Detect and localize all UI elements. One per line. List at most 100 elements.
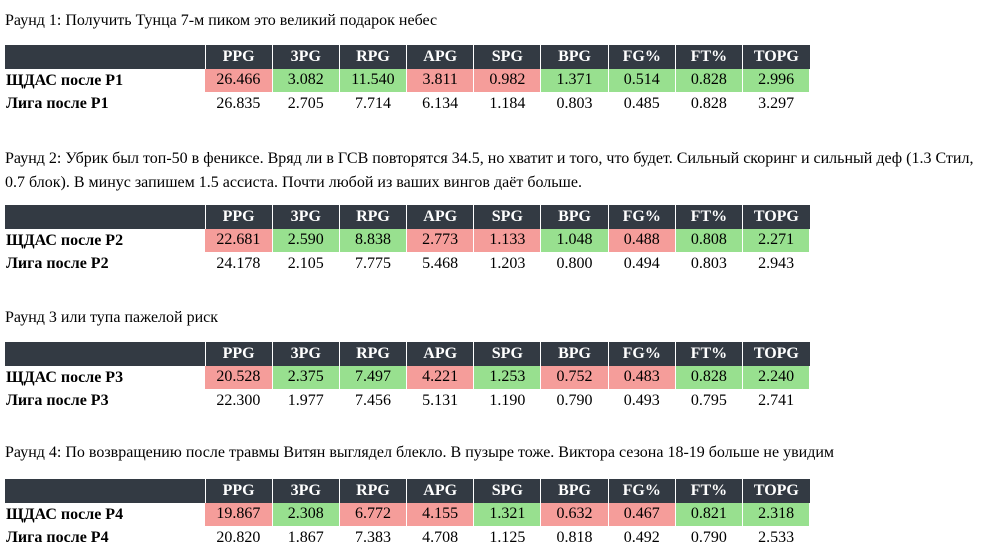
column-header-ppg: PPG xyxy=(205,342,273,366)
league-row-label: Лига после Р4 xyxy=(5,526,205,549)
league-stat-cell: 20.820 xyxy=(205,526,273,549)
team-stat-cell: 0.828 xyxy=(675,68,744,92)
team-stat-cell: 0.632 xyxy=(540,502,609,526)
column-header-ft-pct: FT% xyxy=(675,205,744,229)
round-4-caption: Раунд 4: По возвращению после травмы Вит… xyxy=(5,444,835,461)
league-stat-cell: 2.705 xyxy=(272,92,340,115)
header-corner-cell xyxy=(5,45,206,69)
column-header-spg: SPG xyxy=(473,45,542,69)
team-stat-cell: 26.466 xyxy=(205,68,273,92)
team-stat-cell: 19.867 xyxy=(205,502,273,526)
column-header-bpg: BPG xyxy=(540,45,609,69)
team-stat-cell: 2.590 xyxy=(272,228,340,252)
team-stat-cell: 22.681 xyxy=(205,228,273,252)
league-stat-cell: 0.790 xyxy=(675,526,744,549)
team-stat-cell: 2.271 xyxy=(742,228,811,252)
team-stat-cell: 2.375 xyxy=(272,365,340,389)
team-stat-cell: 3.082 xyxy=(272,68,340,92)
column-header-fg-pct: FG% xyxy=(608,479,676,503)
team-stat-cell: 0.982 xyxy=(473,68,542,92)
column-header-fg-pct: FG% xyxy=(608,342,676,366)
team-stat-cell: 1.253 xyxy=(473,365,542,389)
column-header-rpg: RPG xyxy=(339,479,408,503)
team-row: ЩДАС после Р1 26.466 3.082 11.540 3.811 0.982… xyxy=(5,68,811,92)
team-stat-cell: 2.308 xyxy=(272,502,340,526)
team-stat-cell: 11.540 xyxy=(339,68,408,92)
table-header-row: PPG 3PG RPG APG SPG BPG FG% FT% TOPG xyxy=(5,45,810,69)
team-stat-cell: 3.811 xyxy=(406,68,475,92)
column-header-apg: APG xyxy=(406,45,475,69)
league-stat-cell: 7.456 xyxy=(339,389,408,412)
column-header-spg: SPG xyxy=(473,342,542,366)
team-stat-cell: 7.497 xyxy=(339,365,408,389)
league-stat-cell: 5.131 xyxy=(406,389,475,412)
league-row-label: Лига после Р1 xyxy=(5,92,205,115)
column-header-3pg: 3PG xyxy=(272,45,340,69)
team-row: ЩДАС после Р2 22.681 2.590 8.838 2.773 1.133 1… xyxy=(5,228,811,252)
league-stat-cell: 0.492 xyxy=(608,526,676,549)
league-stat-cell: 0.800 xyxy=(540,252,609,275)
league-stat-cell: 1.125 xyxy=(473,526,542,549)
column-header-spg: SPG xyxy=(473,205,542,229)
team-stat-cell: 0.514 xyxy=(608,68,676,92)
league-stat-cell: 0.790 xyxy=(540,389,609,412)
column-header-ppg: PPG xyxy=(205,45,273,69)
team-stat-cell: 2.773 xyxy=(406,228,475,252)
league-row-label: Лига после Р2 xyxy=(5,252,205,275)
team-stat-cell: 0.467 xyxy=(608,502,676,526)
column-header-topg: TOPG xyxy=(742,342,810,366)
league-stat-cell: 0.493 xyxy=(608,389,676,412)
league-stat-cell: 0.803 xyxy=(675,252,744,275)
team-stat-cell: 1.133 xyxy=(473,228,542,252)
league-stat-cell: 0.818 xyxy=(540,526,609,549)
column-header-ft-pct: FT% xyxy=(675,342,744,366)
team-stat-cell: 2.240 xyxy=(742,365,811,389)
team-row: ЩДАС после Р3 20.528 2.375 7.497 4.221 1.253 0… xyxy=(5,365,811,389)
column-header-spg: SPG xyxy=(473,479,542,503)
header-corner-cell xyxy=(5,342,206,366)
column-header-rpg: RPG xyxy=(339,45,408,69)
team-row-label: ЩДАС после Р2 xyxy=(5,228,205,252)
team-stat-cell: 0.488 xyxy=(608,228,676,252)
column-header-bpg: BPG xyxy=(540,342,609,366)
league-row-label: Лига после Р3 xyxy=(5,389,205,412)
league-stat-cell: 1.867 xyxy=(272,526,340,549)
round-1-stats-table: PPG 3PG RPG APG SPG BPG FG% FT% TOPG ЩДАС после Р… xyxy=(5,45,811,115)
team-stat-cell: 4.155 xyxy=(406,502,475,526)
league-stat-cell: 7.714 xyxy=(339,92,408,115)
team-row-label: ЩДАС после Р3 xyxy=(5,365,205,389)
league-stat-cell: 7.383 xyxy=(339,526,408,549)
column-header-fg-pct: FG% xyxy=(608,205,676,229)
team-stat-cell: 2.318 xyxy=(742,502,811,526)
column-header-bpg: BPG xyxy=(540,205,609,229)
league-stat-cell: 5.468 xyxy=(406,252,475,275)
column-header-apg: APG xyxy=(406,205,475,229)
team-stat-cell: 0.483 xyxy=(608,365,676,389)
team-stat-cell: 1.048 xyxy=(540,228,609,252)
column-header-fg-pct: FG% xyxy=(608,45,676,69)
league-stat-cell: 1.184 xyxy=(473,92,542,115)
round-2-stats-table: PPG 3PG RPG APG SPG BPG FG% FT% TOPG ЩДАС после Р… xyxy=(5,205,811,275)
league-stat-cell: 26.835 xyxy=(205,92,273,115)
table-header-row: PPG 3PG RPG APG SPG BPG FG% FT% TOPG xyxy=(5,342,810,366)
league-stat-cell: 22.300 xyxy=(205,389,273,412)
column-header-apg: APG xyxy=(406,342,475,366)
column-header-3pg: 3PG xyxy=(272,479,340,503)
round-4-stats-table: PPG 3PG RPG APG SPG BPG FG% FT% TOPG ЩДАС после Р… xyxy=(5,479,811,549)
league-stat-cell: 3.297 xyxy=(742,92,811,115)
team-stat-cell: 8.838 xyxy=(339,228,408,252)
round-2-caption: Раунд 2: Убрик был топ-50 в фениксе. Вря… xyxy=(5,150,974,191)
column-header-topg: TOPG xyxy=(742,45,810,69)
column-header-ppg: PPG xyxy=(205,479,273,503)
team-stat-cell: 0.828 xyxy=(675,365,744,389)
column-header-3pg: 3PG xyxy=(272,205,340,229)
team-stat-cell: 6.772 xyxy=(339,502,408,526)
league-row: Лига после Р1 26.835 2.705 7.714 6.134 1.184 0… xyxy=(5,92,811,115)
team-stat-cell: 4.221 xyxy=(406,365,475,389)
league-stat-cell: 1.190 xyxy=(473,389,542,412)
column-header-3pg: 3PG xyxy=(272,342,340,366)
round-3-caption: Раунд 3 или тупа пажелой риск xyxy=(5,309,219,326)
column-header-ppg: PPG xyxy=(205,205,273,229)
round-3-stats-table: PPG 3PG RPG APG SPG BPG FG% FT% TOPG ЩДАС после Р… xyxy=(5,342,811,412)
team-row-label: ЩДАС после Р1 xyxy=(5,68,205,92)
